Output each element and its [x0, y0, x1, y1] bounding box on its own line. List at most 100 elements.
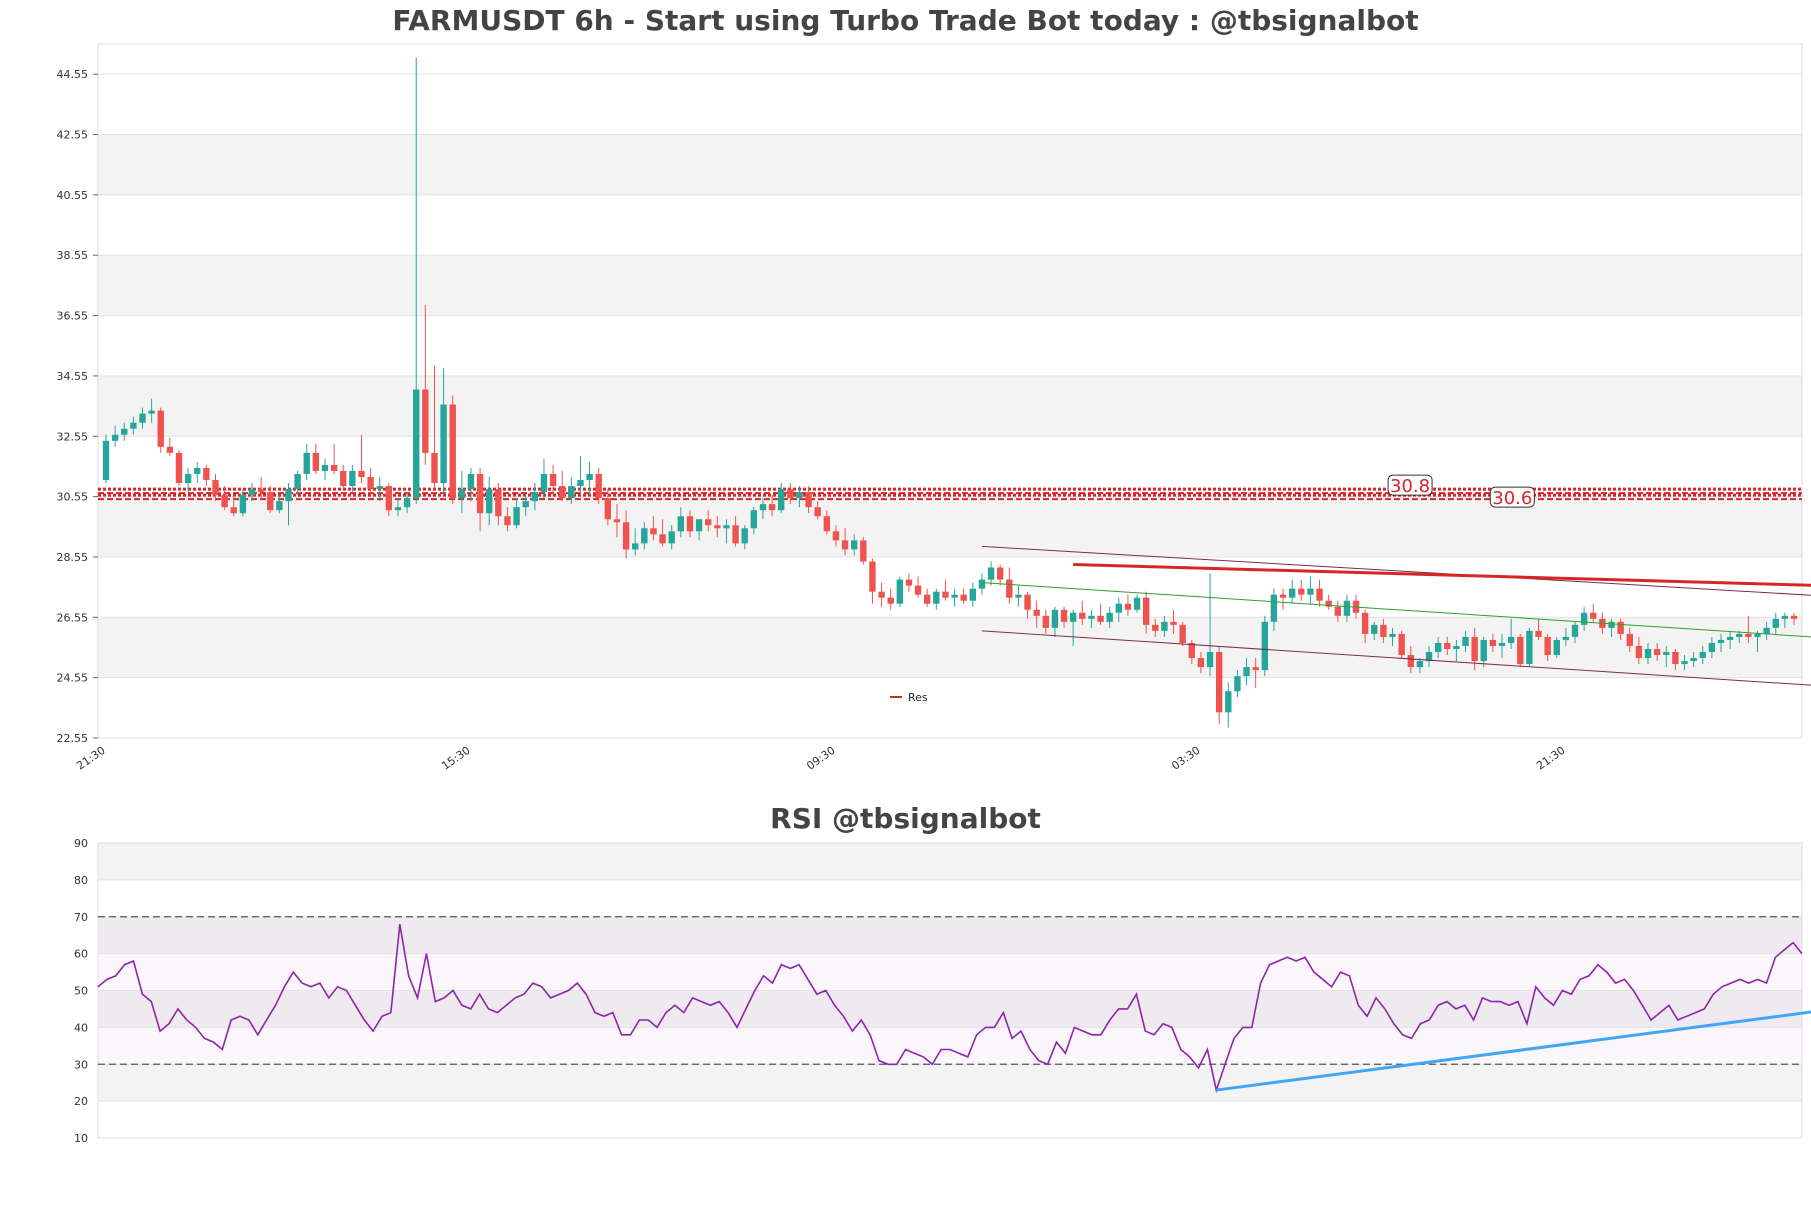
candle-body	[1736, 633, 1743, 637]
candle-body	[851, 540, 858, 550]
candle-body	[413, 389, 420, 499]
candle-body	[1288, 588, 1296, 598]
candle-body	[194, 467, 201, 474]
candle-body	[1571, 624, 1579, 637]
candle-body	[796, 492, 803, 499]
candle-body	[1562, 636, 1570, 640]
candle-body	[513, 507, 520, 526]
candle-body	[1425, 652, 1433, 662]
candle-body	[257, 489, 265, 493]
candle-body	[951, 594, 958, 598]
candle-body	[1635, 645, 1643, 659]
candle-body	[577, 480, 584, 487]
candle-body	[440, 404, 447, 484]
candle-body	[677, 516, 685, 532]
candle-body	[1644, 648, 1652, 659]
rsi-frame	[97, 842, 1803, 1139]
candle-body	[860, 540, 867, 562]
candle-body	[768, 504, 776, 511]
x-tick-label: 21:30	[74, 744, 107, 773]
candle-body	[960, 594, 967, 601]
bg-band	[98, 496, 1802, 557]
candle-body	[111, 434, 119, 441]
candle-body	[604, 498, 612, 520]
candle-body	[1781, 615, 1789, 619]
candle-body	[1416, 661, 1424, 668]
candle-body	[367, 476, 374, 490]
candle-body	[285, 489, 292, 502]
y-tick-label: 28.55	[57, 551, 89, 564]
y-tick-label: 30.55	[57, 491, 89, 504]
candle-body	[896, 579, 904, 604]
candle-body	[248, 489, 256, 496]
rsi-bg-band	[98, 916, 1802, 954]
candle-body	[613, 519, 621, 523]
candle-body	[1690, 658, 1697, 662]
legend-label: Res	[908, 691, 928, 704]
candle-body	[1079, 612, 1086, 619]
candle-body	[1225, 691, 1232, 713]
candle-body	[650, 528, 657, 535]
candle-body	[1754, 633, 1761, 637]
candle-body	[486, 489, 493, 514]
bg-band	[98, 134, 1802, 195]
candle-body	[1261, 621, 1268, 671]
rsi-y-tick-label: 90	[74, 837, 88, 850]
bg-band	[98, 255, 1802, 316]
chart-title: FARMUSDT 6h - Start using Turbo Trade Bo…	[392, 4, 1419, 37]
candle-body	[403, 498, 411, 508]
candle-body	[139, 413, 146, 423]
candle-body	[1708, 642, 1716, 653]
candle-body	[549, 473, 557, 487]
level-label: 30.8	[1390, 476, 1430, 497]
candle-body	[175, 452, 183, 484]
rsi-bg-band	[98, 1064, 1802, 1102]
candle-body	[1060, 609, 1068, 622]
candle-body	[504, 516, 511, 526]
candle-body	[732, 525, 739, 544]
rsi-trend-line	[1216, 1010, 1811, 1092]
candle-body	[130, 422, 137, 429]
candle-body	[841, 540, 849, 550]
candle-body	[1444, 642, 1451, 649]
candle-body	[203, 467, 210, 481]
candle-body	[586, 473, 593, 481]
x-tick-label: 03:30	[1169, 744, 1202, 773]
y-tick-label: 38.55	[57, 249, 89, 262]
candle-body	[969, 588, 977, 601]
channel-lower-line	[981, 630, 1811, 686]
candle-body	[1188, 642, 1195, 659]
candle-body	[714, 525, 721, 529]
candle-body	[1243, 667, 1250, 677]
candle-body	[376, 486, 383, 490]
candle-body	[659, 534, 666, 544]
rsi-bg-band	[98, 990, 1802, 1028]
candle-body	[540, 473, 548, 493]
candle-body	[312, 452, 320, 471]
y-tick-label: 44.55	[57, 68, 89, 81]
candle-body	[1042, 615, 1049, 628]
y-tick-label: 24.55	[57, 672, 89, 685]
candle-body	[349, 470, 356, 487]
candle-body	[1462, 636, 1469, 646]
candle-body	[276, 501, 283, 511]
candle-body	[1471, 636, 1478, 662]
y-tick-label: 34.55	[57, 370, 89, 383]
candle-body	[750, 510, 758, 529]
candle-body	[1170, 621, 1177, 625]
candle-body	[330, 464, 338, 471]
candle-body	[1790, 615, 1798, 619]
candle-body	[1033, 609, 1040, 616]
plot-frame	[97, 43, 1803, 739]
candle-body	[1206, 652, 1214, 668]
candle-body	[1535, 630, 1542, 637]
candle-body	[723, 525, 730, 529]
candle-body	[495, 489, 502, 517]
candle-body	[668, 531, 675, 544]
candle-body	[1024, 594, 1031, 610]
candle-body	[1434, 642, 1442, 653]
candle-body	[1334, 606, 1341, 616]
candle-body	[759, 504, 767, 511]
candle-body	[787, 489, 794, 499]
y-tick-label: 36.55	[57, 310, 89, 323]
